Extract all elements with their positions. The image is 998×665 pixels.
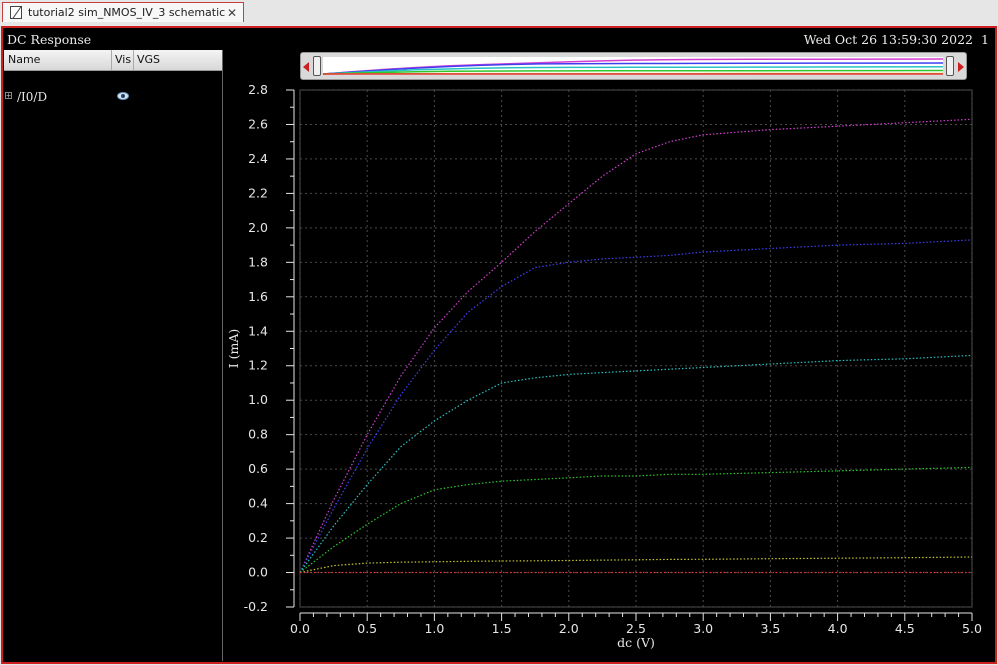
x-axis-label: dc (V) <box>617 635 655 650</box>
y-axis-label: I (mA) <box>226 329 241 369</box>
y-tick-label: 1.8 <box>248 254 268 269</box>
column-separator <box>111 50 112 70</box>
tab-bar: tutorial2 sim_NMOS_IV_3 schematic ✕ <box>0 0 998 25</box>
window-title: DC Response <box>7 32 92 47</box>
scroll-left-arrow-icon[interactable] <box>303 62 309 72</box>
plot-frame <box>299 89 973 608</box>
y-tick-label: 0.2 <box>248 530 268 545</box>
eye-icon[interactable] <box>117 92 129 100</box>
zoom-slider[interactable] <box>300 52 967 80</box>
y-tick-label: 2.4 <box>248 151 268 166</box>
expand-icon[interactable]: + <box>5 91 12 100</box>
y-tick-label: 2.6 <box>248 116 268 131</box>
series-line-4 <box>299 466 973 573</box>
y-tick-label: 0.8 <box>248 427 268 442</box>
column-vgs[interactable]: VGS <box>137 53 161 66</box>
y-tick-label: 1.4 <box>248 323 268 338</box>
x-tick-label: 0.0 <box>290 621 310 636</box>
tab-schematic[interactable]: tutorial2 sim_NMOS_IV_3 schematic ✕ <box>2 2 244 22</box>
y-tick-label: 2.2 <box>248 185 268 200</box>
x-tick-label: 2.0 <box>559 621 579 636</box>
y-tick-label: 0.0 <box>248 565 268 580</box>
y-tick-label: 1.2 <box>248 358 268 373</box>
y-tick-label: 1.0 <box>248 392 268 407</box>
window-number: 1 <box>981 32 989 47</box>
dc-response-chart: 0.0 0.5 1.0 1.5 2.0 2.5 3.0 3.5 4.0 4.5 5.0 -0.2 0.0… <box>226 82 982 650</box>
series-line-2 <box>299 239 973 573</box>
window-date: Wed Oct 26 13:59:30 2022 <box>803 32 973 47</box>
column-separator <box>133 50 134 70</box>
x-tick-label: 5.0 <box>962 621 982 636</box>
dc-response-window: DC Response Wed Oct 26 13:59:30 2022 1 N… <box>1 26 997 664</box>
series-line-5 <box>299 556 973 574</box>
close-icon[interactable]: ✕ <box>226 5 237 20</box>
signal-panel: Name Vis VGS + /I0/D <box>4 50 223 661</box>
column-vis[interactable]: Vis <box>115 53 132 66</box>
signal-column-header: Name Vis VGS <box>4 50 222 71</box>
y-tick-label: 0.6 <box>248 461 268 476</box>
y-tick-label: 0.4 <box>248 496 268 511</box>
overview-series-4 <box>323 69 943 75</box>
window-titlebar: DC Response Wed Oct 26 13:59:30 2022 1 <box>3 28 995 50</box>
series-line-1 <box>299 118 973 573</box>
y-tick-label: -0.2 <box>244 599 268 614</box>
x-tick-label: 3.0 <box>693 621 713 636</box>
y-tick-label: 1.6 <box>248 289 268 304</box>
x-tick-label: 4.0 <box>828 621 848 636</box>
tab-title: tutorial2 sim_NMOS_IV_3 schematic <box>28 6 226 19</box>
plot-area: 0.0 0.5 1.0 1.5 2.0 2.5 3.0 3.5 4.0 4.5 5.0 -0.2 0.0… <box>224 50 995 662</box>
y-tick-label: 2.8 <box>248 82 268 97</box>
slider-right-handle[interactable] <box>946 56 954 76</box>
x-tick-label: 3.5 <box>760 621 780 636</box>
x-tick-label: 0.5 <box>357 621 377 636</box>
slider-left-handle[interactable] <box>313 56 321 76</box>
scroll-right-arrow-icon[interactable] <box>958 62 964 72</box>
x-tick-label: 4.5 <box>895 621 915 636</box>
overview-series-3 <box>323 66 943 75</box>
x-tick-label: 1.5 <box>492 621 512 636</box>
document-icon <box>10 6 22 19</box>
signal-name: /I0/D <box>17 90 48 104</box>
x-tick-label: 2.5 <box>626 621 646 636</box>
overview-series-2 <box>323 62 943 75</box>
overview-strip <box>323 57 943 75</box>
series-line-3 <box>299 354 973 573</box>
y-tick-label: 2.0 <box>248 220 268 235</box>
x-tick-label: 1.0 <box>424 621 444 636</box>
column-name[interactable]: Name <box>8 53 41 66</box>
signal-row[interactable]: + /I0/D <box>4 90 222 106</box>
